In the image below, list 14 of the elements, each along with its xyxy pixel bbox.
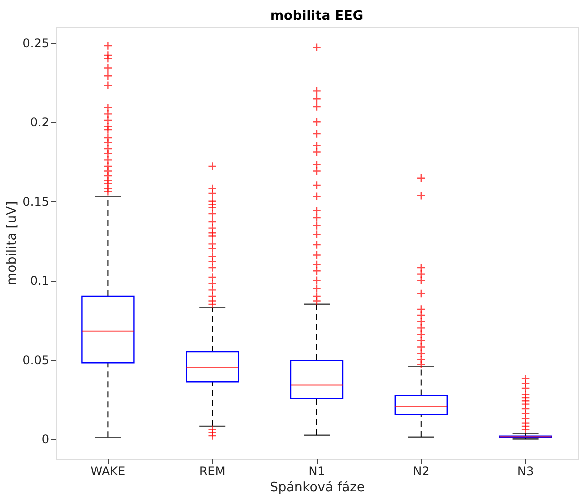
y-axis-title: mobilita [uV] — [4, 201, 20, 286]
x-tick-label: REM — [199, 464, 226, 478]
y-tick-label: 0.05 — [22, 353, 50, 368]
y-tick-label: 0.15 — [22, 194, 50, 209]
x-tick-label: N2 — [413, 464, 430, 478]
y-tick-label: 0.1 — [30, 274, 50, 288]
y-tick-label: 0 — [42, 432, 50, 447]
y-tick-label: 0.25 — [22, 36, 50, 50]
x-tick-label: N3 — [517, 464, 534, 478]
y-tick-label: 0.2 — [30, 116, 50, 130]
x-axis-title: Spánková fáze — [270, 480, 365, 496]
x-tick-label: N1 — [308, 464, 326, 478]
x-tick-label: WAKE — [90, 464, 126, 478]
chart-title: mobilita EEG — [270, 9, 364, 24]
